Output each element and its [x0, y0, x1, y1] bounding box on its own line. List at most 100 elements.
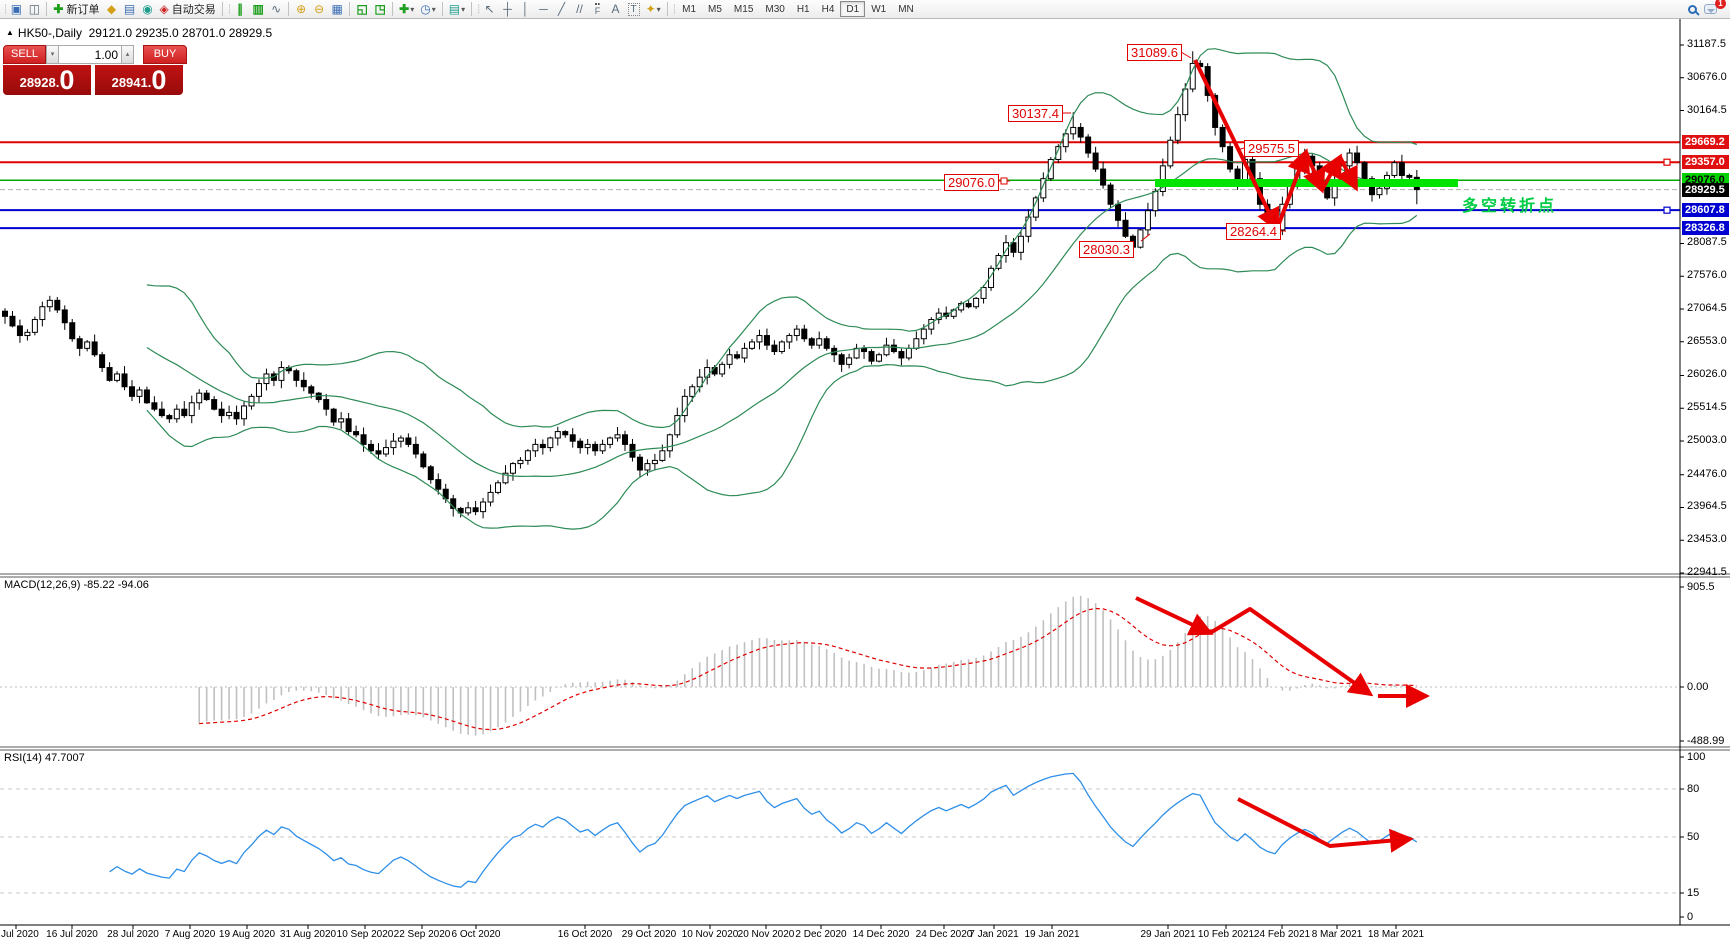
timeframe-D1[interactable]: D1: [840, 1, 866, 17]
timeframe-MN[interactable]: MN: [898, 3, 914, 15]
text-tool-button[interactable]: A: [607, 1, 625, 18]
terminal-icon[interactable]: ▤: [120, 1, 138, 18]
zoom-in-button[interactable]: ⊕: [292, 1, 310, 18]
vline-tool-button[interactable]: │: [517, 1, 535, 18]
candle-body: [1137, 229, 1144, 248]
candle-body: [233, 411, 240, 420]
price-zigzag-arrow[interactable]: [1336, 156, 1358, 192]
candle-body: [293, 370, 300, 381]
preview-icon: ◫: [28, 2, 41, 16]
macd-pane[interactable]: [0, 595, 1680, 736]
candle-body: [883, 344, 890, 356]
rsi-trend-arrow[interactable]: [1237, 797, 1414, 853]
candle-body: [1055, 146, 1062, 160]
chart-canvas[interactable]: [0, 19, 1730, 942]
green-highlight-zone[interactable]: [1155, 179, 1458, 187]
volume-up-spinner[interactable]: ▴: [121, 45, 134, 64]
candle-body: [1010, 242, 1017, 253]
candle-body: [1391, 162, 1398, 176]
macd-trend-arrow[interactable]: [1135, 596, 1214, 636]
candle-body: [741, 347, 748, 359]
candle-body: [890, 344, 897, 353]
candle-body: [1159, 165, 1166, 192]
label-connector: [1140, 233, 1151, 242]
candle-body: [749, 341, 755, 349]
timeframe-M30[interactable]: M30: [765, 3, 785, 15]
line-chart-button[interactable]: ∿: [267, 1, 285, 18]
candle-body: [920, 328, 927, 340]
chart-preview-icon[interactable]: ◫: [25, 1, 43, 18]
crosshair-tool-button[interactable]: ┼: [499, 1, 517, 18]
tile-windows-button[interactable]: ▦: [328, 1, 346, 18]
label-handle[interactable]: [1000, 177, 1008, 185]
candle-body: [31, 319, 38, 333]
main-pane[interactable]: [0, 48, 1680, 530]
candlestick-chart-button[interactable]: ▥: [249, 1, 267, 18]
bars-icon: ∥: [237, 2, 244, 16]
new-order-button[interactable]: ✚ 新订单: [50, 1, 102, 18]
price-zigzag-arrow[interactable]: [1319, 153, 1342, 191]
channel-tool-button[interactable]: //: [571, 1, 589, 18]
line-handle[interactable]: [1663, 158, 1671, 166]
candle-body: [1152, 190, 1159, 212]
timeframe-H4[interactable]: H4: [821, 3, 835, 15]
hline-tool-button[interactable]: ─: [535, 1, 553, 18]
signals-icon[interactable]: ◉: [138, 1, 156, 18]
indicator-window-button[interactable]: ◱: [353, 1, 371, 18]
candle-body: [106, 367, 113, 381]
candle-body: [913, 338, 920, 349]
volume-down-spinner[interactable]: ▾: [46, 45, 59, 64]
rsi-pane[interactable]: [0, 772, 1680, 894]
bar-chart-button[interactable]: ∥: [231, 1, 249, 18]
timeframe-W1[interactable]: W1: [871, 3, 887, 15]
candles-icon: ▥: [252, 2, 264, 16]
timeframe-H1[interactable]: H1: [796, 3, 810, 15]
sell-price-display[interactable]: 28928. 0: [3, 65, 91, 95]
timeframe-M5[interactable]: M5: [708, 3, 722, 15]
toolbar-separator: [441, 2, 443, 16]
sell-price-main: 28928.: [19, 75, 60, 90]
tile-icon: ▦: [331, 2, 343, 16]
toolbar-grip: ┊: [671, 3, 678, 14]
candle-body: [861, 347, 868, 353]
candle-body: [1346, 152, 1353, 167]
bollinger-lower-band: [146, 214, 1418, 530]
indicator-separate-button[interactable]: ◳: [371, 1, 389, 18]
price-zigzag-arrow[interactable]: [1275, 148, 1311, 230]
add-indicator-button[interactable]: ✚ ▾: [396, 1, 417, 18]
chart-area[interactable]: ▲ HK50-,Daily 29121.0 29235.0 28701.0 289…: [0, 19, 1730, 942]
horizontal-line-icon: ─: [539, 2, 548, 16]
cleaner-icon[interactable]: ◆: [102, 1, 120, 18]
candle-body: [1107, 184, 1114, 205]
timeframe-M15[interactable]: M15: [733, 3, 754, 15]
price-zigzag-arrow[interactable]: [1303, 151, 1326, 194]
template-button[interactable]: ▤ ▾: [446, 1, 468, 18]
price-zigzag-arrow[interactable]: [1193, 59, 1280, 233]
label-tool-button[interactable]: T: [625, 1, 643, 18]
candle-body: [345, 418, 352, 433]
cursor-icon: ↖: [484, 2, 495, 16]
timeframe-M1[interactable]: M1: [682, 3, 697, 15]
line-handle[interactable]: [1663, 206, 1671, 214]
notifications-button[interactable]: 1: [1701, 0, 1726, 18]
buy-button[interactable]: BUY: [143, 45, 187, 64]
trendline-tool-button[interactable]: ╱: [553, 1, 571, 18]
volume-input[interactable]: [59, 45, 121, 64]
search-button[interactable]: [1683, 1, 1701, 18]
fibonacci-tool-button[interactable]: F: [589, 1, 607, 18]
zoom-out-icon: ⊖: [314, 2, 325, 16]
shapes-tool-button[interactable]: ✦ ▾: [643, 1, 664, 18]
candle-body: [1212, 94, 1219, 128]
new-chart-icon[interactable]: ▣: [7, 1, 25, 18]
candle-body: [465, 507, 472, 514]
candle-body: [382, 447, 389, 455]
buy-price-display[interactable]: 28941. 0: [95, 65, 183, 95]
sell-button[interactable]: SELL: [3, 45, 46, 64]
auto-trading-button[interactable]: ◈ 自动交易: [156, 1, 218, 18]
period-menu-button[interactable]: ◷ ▾: [417, 1, 439, 18]
candle-body: [54, 299, 61, 311]
cursor-tool-button[interactable]: ↖: [481, 1, 499, 18]
clock-icon: ◷: [420, 2, 431, 16]
zoom-out-button[interactable]: ⊖: [310, 1, 328, 18]
macd-trend-arrow[interactable]: [1208, 607, 1374, 697]
